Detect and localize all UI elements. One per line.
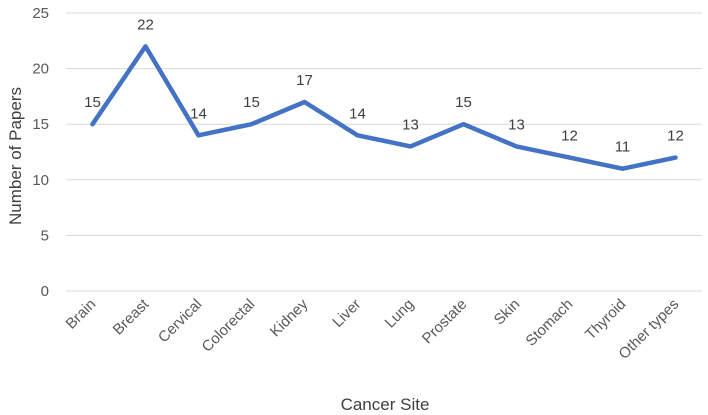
data-labels: 15 22 14 15 17 14 13 15 13 12 11 12: [84, 16, 684, 155]
data-point: [90, 122, 95, 127]
y-tick-label: 0: [41, 283, 49, 300]
y-tick-label: 20: [32, 61, 49, 78]
data-point: [249, 122, 254, 127]
data-label: 22: [137, 16, 154, 33]
x-axis-title: Cancer Site: [341, 395, 430, 414]
x-tick-label: Stomach: [522, 296, 576, 350]
data-point: [673, 155, 678, 160]
data-label: 15: [243, 94, 260, 111]
data-point: [620, 166, 625, 171]
data-label: 15: [455, 94, 472, 111]
data-label: 13: [508, 116, 525, 133]
series-line: [90, 44, 678, 171]
data-point: [567, 155, 572, 160]
y-axis-title: Number of Papers: [6, 87, 25, 225]
data-point: [514, 144, 519, 149]
data-point: [408, 144, 413, 149]
y-axis-ticks: 0 5 10 15 20 25: [32, 5, 49, 300]
data-label: 11: [615, 139, 631, 156]
data-label: 12: [561, 128, 578, 145]
x-tick-label: Kidney: [267, 295, 312, 340]
x-tick-label: Liver: [329, 296, 364, 331]
data-label: 15: [84, 94, 101, 111]
data-label: 14: [349, 105, 366, 122]
data-point: [302, 99, 307, 104]
data-label: 13: [402, 116, 419, 133]
data-label: 17: [296, 72, 313, 89]
x-tick-label: Skin: [491, 296, 524, 329]
gridlines: [66, 12, 702, 292]
series-layer: [90, 44, 678, 171]
data-point: [196, 133, 201, 138]
data-point: [461, 122, 466, 127]
data-point: [143, 44, 148, 49]
x-tick-label: Brain: [63, 296, 100, 333]
x-tick-label: Colorectal: [199, 296, 259, 356]
y-tick-label: 5: [41, 227, 49, 244]
x-tick-label: Lung: [382, 296, 418, 332]
x-tick-label: Thyroid: [582, 296, 629, 343]
x-tick-label: Cervical: [155, 296, 205, 346]
data-label: 12: [667, 128, 684, 145]
data-point: [355, 133, 360, 138]
x-tick-label: Prostate: [419, 296, 471, 348]
y-tick-label: 10: [32, 172, 49, 189]
y-tick-label: 15: [32, 116, 49, 133]
y-tick-label: 25: [32, 5, 49, 22]
x-tick-label: Breast: [110, 295, 153, 338]
data-label: 14: [190, 105, 207, 122]
